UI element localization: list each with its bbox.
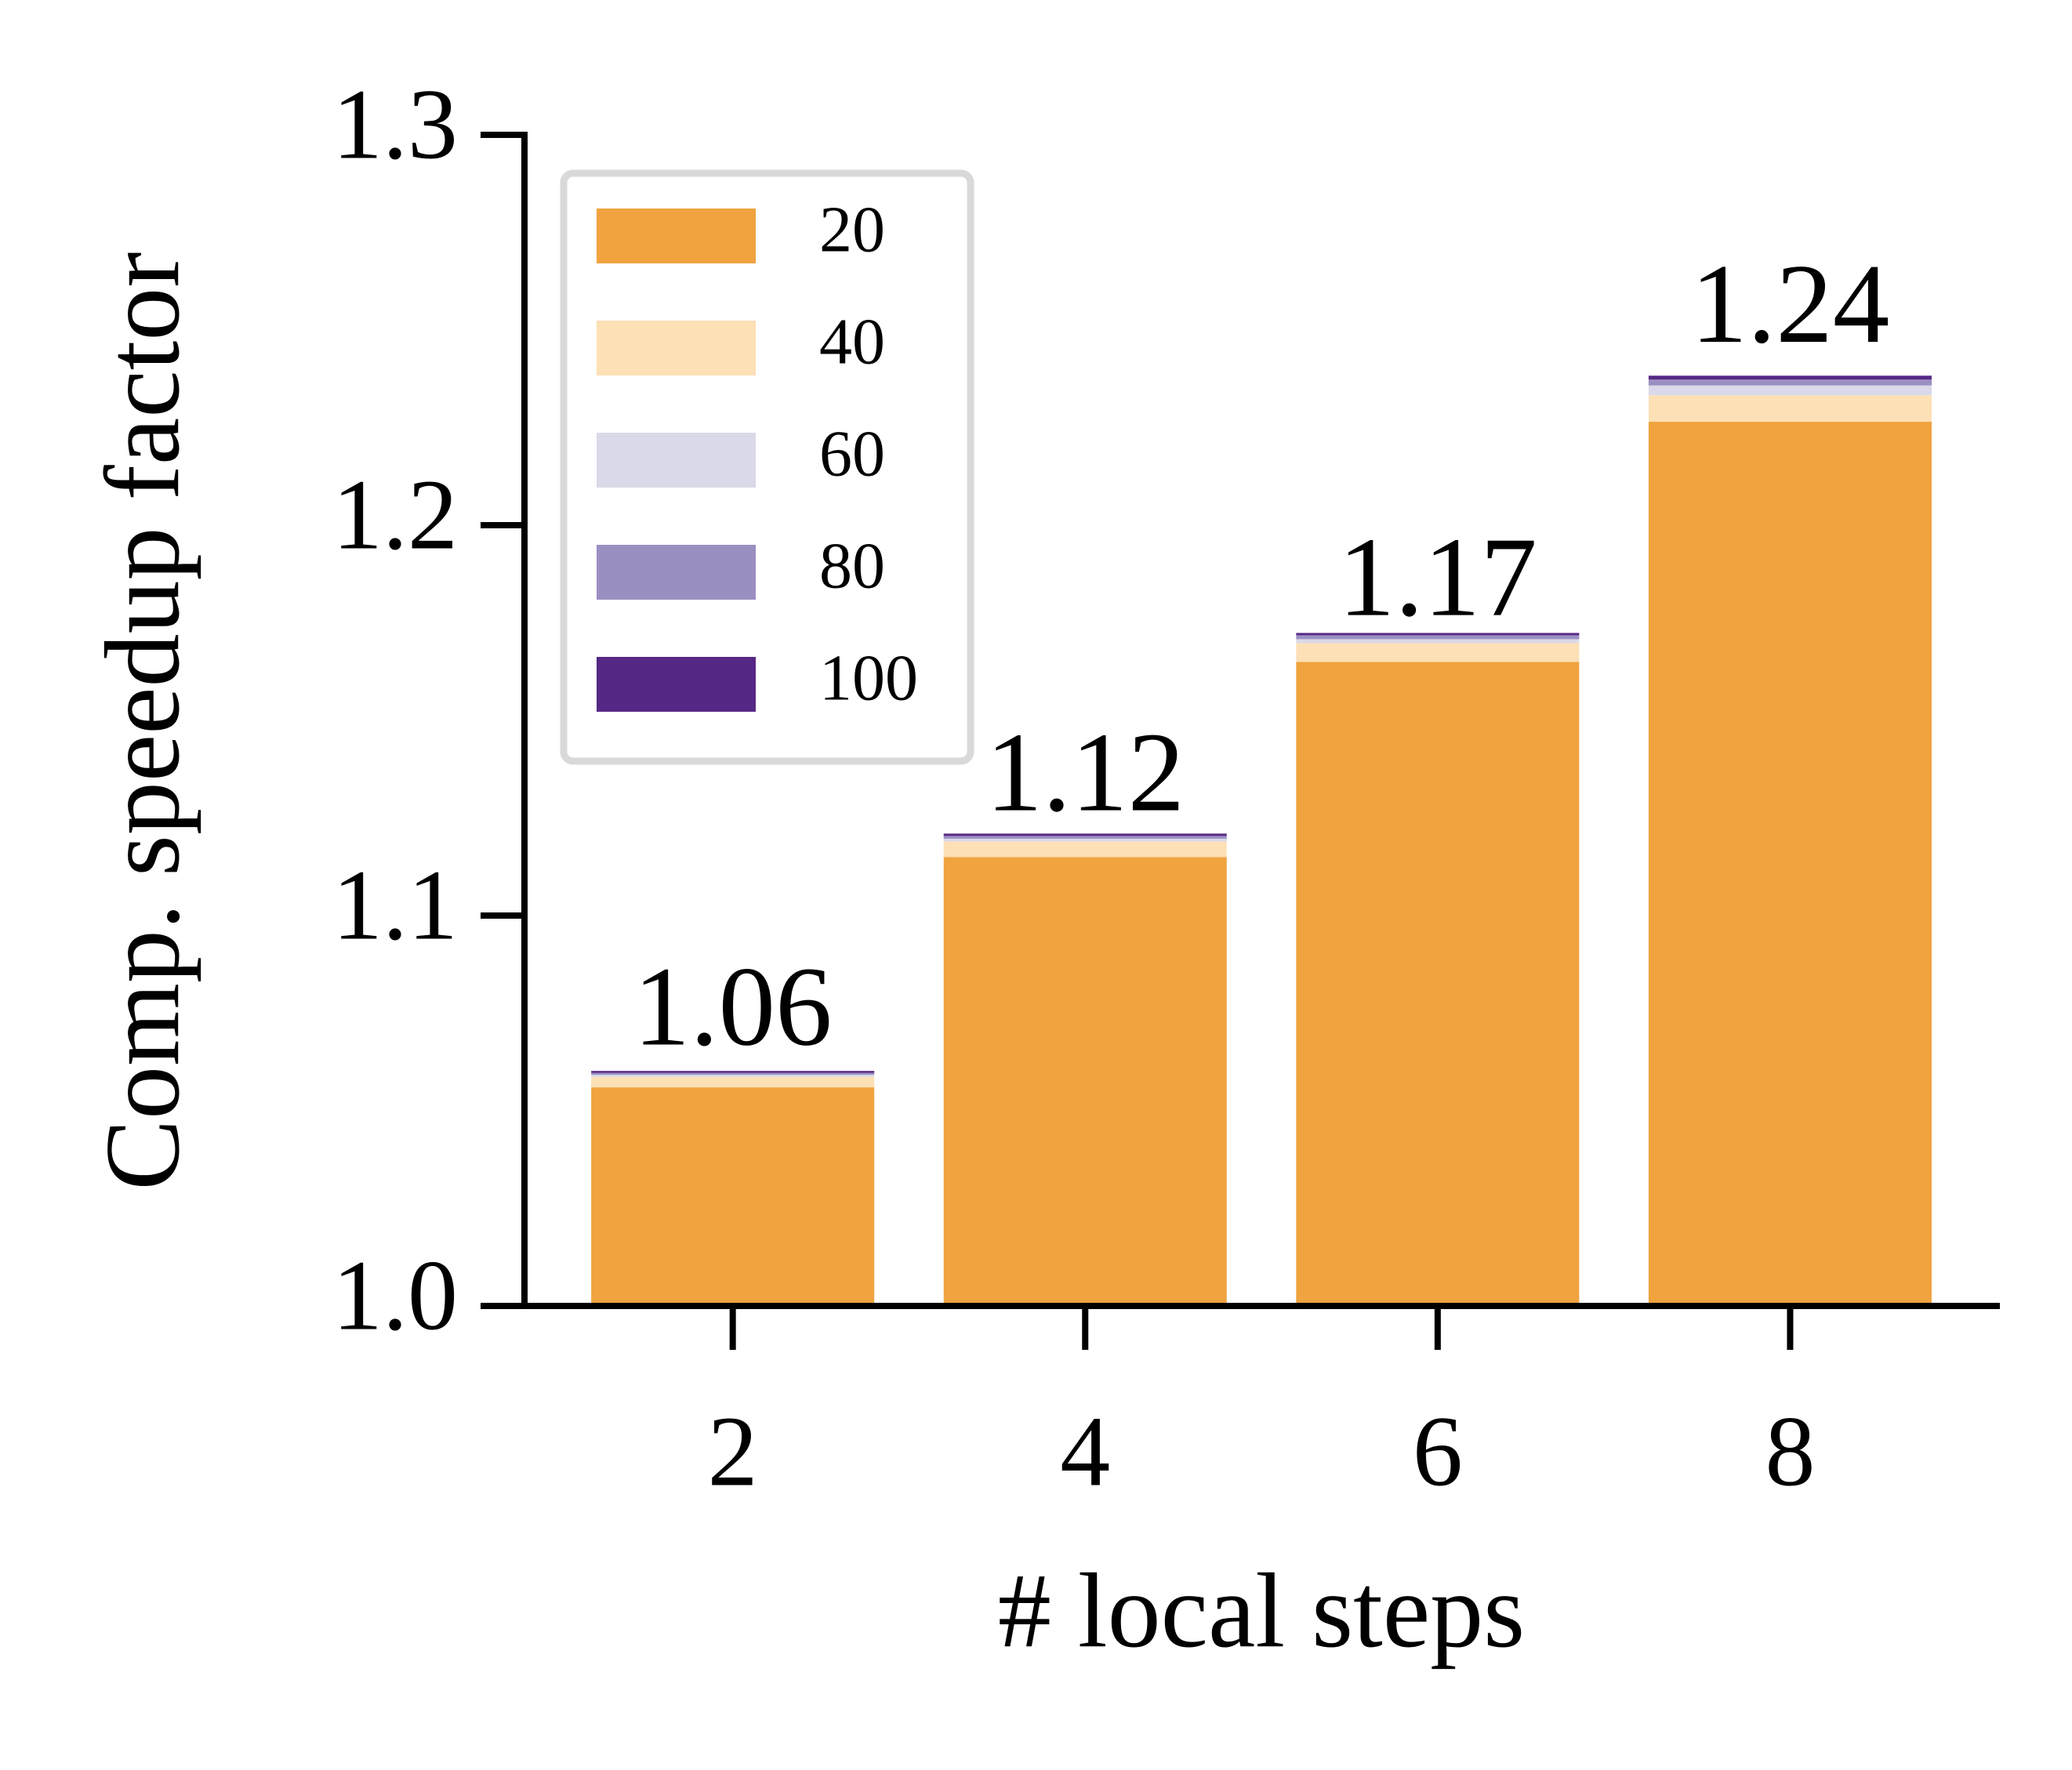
legend-swatch <box>597 321 756 375</box>
x-tick-label: 2 <box>708 1395 758 1507</box>
y-tick-label: 1.3 <box>332 68 458 180</box>
bar-segment <box>943 841 1227 858</box>
legend-swatch <box>597 545 756 600</box>
bar-segment <box>943 857 1227 1306</box>
legend-label: 80 <box>819 529 885 602</box>
bar-segment <box>1296 643 1580 662</box>
bar-segment <box>1648 395 1932 423</box>
y-tick-label: 1.0 <box>332 1239 458 1351</box>
bar-segment <box>591 1087 875 1306</box>
bar-segment <box>1648 385 1932 396</box>
bar-segment <box>1648 379 1932 386</box>
bar-segment <box>591 1076 875 1088</box>
total-label: 1.06 <box>633 944 833 1069</box>
total-label: 1.17 <box>1338 515 1537 640</box>
x-tick-label: 8 <box>1765 1395 1815 1507</box>
bar-segment <box>943 836 1227 839</box>
y-tick-label: 1.2 <box>332 459 458 570</box>
y-tick-label: 1.1 <box>332 849 458 960</box>
legend-label: 100 <box>819 641 918 714</box>
bar-segment <box>1296 635 1580 640</box>
total-label: 1.24 <box>1691 241 1890 367</box>
legend-label: 60 <box>819 417 885 490</box>
total-label: 1.12 <box>985 710 1185 836</box>
bar-segment <box>943 838 1227 842</box>
bar-segment <box>943 833 1227 836</box>
bar-segment <box>1296 633 1580 636</box>
legend-label: 20 <box>819 193 885 266</box>
legend-swatch <box>597 209 756 263</box>
bar-segment <box>1296 662 1580 1306</box>
bar-segment <box>591 1072 875 1075</box>
bar-segment <box>591 1071 875 1073</box>
x-tick-label: 6 <box>1413 1395 1463 1507</box>
bar-segment <box>1648 422 1932 1306</box>
bar-segment <box>1648 375 1932 380</box>
x-axis-label: # local steps <box>998 1552 1525 1670</box>
legend-label: 40 <box>819 305 885 378</box>
legend-swatch <box>597 433 756 488</box>
legend-swatch <box>597 657 756 712</box>
legend-box <box>560 169 974 765</box>
bar-segment <box>591 1075 875 1077</box>
bar-segment <box>1296 639 1580 644</box>
y-axis-label: Comp. speedup factor <box>84 252 201 1190</box>
x-tick-label: 4 <box>1060 1395 1110 1507</box>
